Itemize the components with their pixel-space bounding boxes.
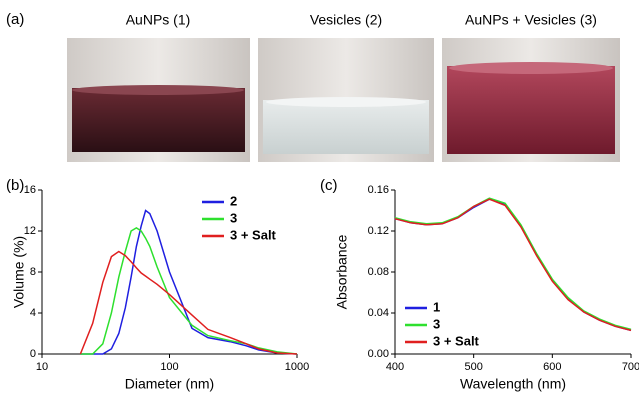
photo-caption: Vesicles (2) (310, 12, 382, 28)
panel-label: (b) (6, 177, 24, 194)
y-axis-label: Absorbance (334, 234, 350, 309)
photo-caption: AuNPs (1) (126, 12, 191, 28)
figure: (a) (b) (c) AuNPs (1) Vesicles (2) AuNPs… (0, 0, 639, 401)
photo-caption: AuNPs + Vesicles (3) (465, 12, 597, 28)
y-tick-label: 16 (24, 184, 36, 196)
x-tick-label: 700 (622, 361, 639, 373)
x-tick-label: 10 (36, 361, 48, 373)
legend-label: 1 (433, 299, 440, 314)
photo (258, 38, 434, 162)
panel-label: (a) (6, 11, 24, 28)
y-tick-label: 4 (30, 307, 36, 319)
photo (67, 38, 250, 162)
x-tick-label: 100 (160, 361, 178, 373)
y-tick-label: 8 (30, 266, 36, 278)
y-tick-label: 0 (30, 348, 36, 360)
x-axis-label: Wavelength (nm) (460, 376, 566, 392)
x-tick-label: 500 (464, 361, 482, 373)
y-tick-label: 0.08 (368, 266, 389, 278)
legend-label: 2 (230, 193, 237, 208)
y-tick-label: 0.00 (368, 348, 389, 360)
legend-label: 3 (230, 210, 237, 225)
y-tick-label: 0.12 (368, 225, 389, 237)
x-tick-label: 1000 (285, 361, 309, 373)
x-tick-label: 600 (543, 361, 561, 373)
y-axis-label: Volume (%) (11, 236, 27, 308)
legend-label: 3 + Salt (433, 333, 480, 348)
x-axis-label: Diameter (nm) (125, 376, 214, 392)
data-line (80, 228, 297, 354)
legend-label: 3 (433, 316, 440, 331)
x-tick-label: 400 (386, 361, 404, 373)
data-line (395, 198, 631, 329)
y-tick-label: 0.16 (368, 184, 389, 196)
panel-label: (c) (320, 177, 338, 194)
legend-label: 3 + Salt (230, 227, 277, 242)
data-line (395, 199, 631, 330)
data-line (395, 199, 631, 330)
y-tick-label: 12 (24, 225, 36, 237)
photo (442, 38, 620, 162)
y-tick-label: 0.04 (368, 307, 389, 319)
